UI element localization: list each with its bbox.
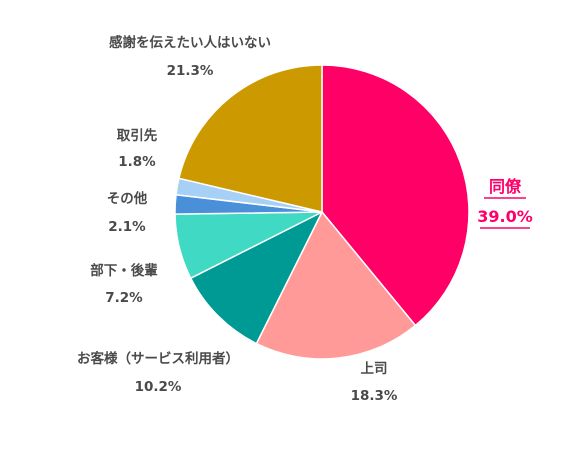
slice-value-nobody: 21.3% [167,63,214,79]
slice-value-other: 2.1% [108,219,146,235]
pie-slices [174,64,470,360]
slice-label-customers: お客様（サービス利用者） [77,350,239,367]
pie-slice-colleague [321,64,470,327]
slice-value-customers: 10.2% [135,379,182,395]
pie-labels: 同僚 39.0% 上司 18.3% お客様（サービス利用者） 10.2% 部下・… [77,34,533,404]
slice-label-colleague: 同僚 [489,177,522,196]
slice-label-boss: 上司 [361,361,388,377]
pie-slice-boss [255,211,417,360]
slice-label-clients: 取引先 [117,127,158,144]
slice-value-colleague: 39.0% [477,207,533,226]
pie-slice-customers [189,211,323,345]
slice-label-nobody: 感謝を伝えたい人はいない [109,34,271,51]
slice-label-juniors: 部下・後輩 [90,262,158,279]
pie-slice-nobody [178,64,323,213]
slice-label-other: その他 [107,190,148,207]
slice-value-juniors: 7.2% [105,290,143,306]
slice-value-clients: 1.8% [118,154,156,170]
slice-value-boss: 18.3% [351,388,398,404]
